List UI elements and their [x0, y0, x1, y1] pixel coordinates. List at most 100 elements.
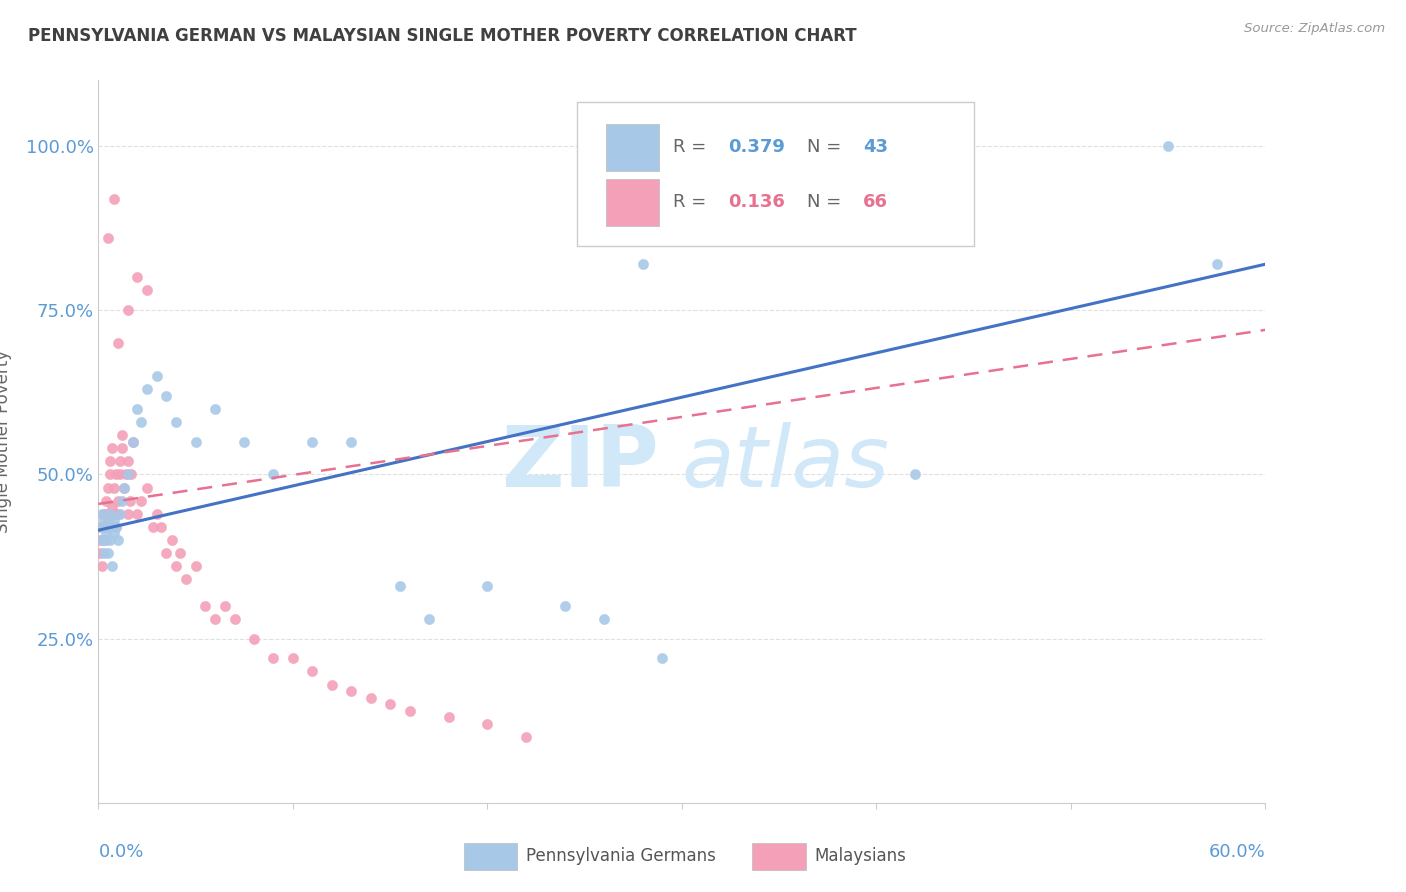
Text: Malaysians: Malaysians — [814, 847, 905, 865]
Point — [155, 546, 177, 560]
Point — [262, 651, 284, 665]
Point — [651, 651, 673, 665]
Point — [103, 192, 125, 206]
Point — [89, 546, 111, 560]
FancyBboxPatch shape — [606, 179, 658, 227]
FancyBboxPatch shape — [576, 102, 973, 246]
Point — [477, 579, 499, 593]
Point — [101, 500, 124, 515]
Point — [108, 507, 131, 521]
Point — [97, 546, 120, 560]
Point — [107, 533, 129, 547]
Point — [112, 481, 135, 495]
Point — [93, 513, 115, 527]
Point — [593, 612, 616, 626]
Point — [340, 434, 363, 449]
Point — [204, 401, 226, 416]
Point — [93, 533, 115, 547]
Point — [146, 507, 169, 521]
Point — [321, 677, 343, 691]
Point — [437, 710, 460, 724]
Point — [111, 493, 134, 508]
Point — [93, 546, 115, 560]
Point — [98, 454, 121, 468]
Point — [103, 526, 125, 541]
Point — [127, 507, 149, 521]
Point — [103, 507, 125, 521]
Point — [262, 467, 284, 482]
Point — [98, 467, 121, 482]
Point — [108, 467, 131, 482]
Point — [1157, 139, 1180, 153]
Point — [204, 612, 226, 626]
Point — [91, 533, 114, 547]
Point — [169, 546, 191, 560]
Point — [155, 388, 177, 402]
Text: Source: ZipAtlas.com: Source: ZipAtlas.com — [1244, 22, 1385, 36]
Point — [136, 481, 159, 495]
Point — [111, 428, 134, 442]
Point — [89, 533, 111, 547]
Point — [165, 559, 187, 574]
Point — [418, 612, 440, 626]
Point — [93, 520, 115, 534]
Point — [515, 730, 537, 744]
Text: ZIP: ZIP — [501, 422, 658, 505]
Point — [112, 481, 135, 495]
Point — [101, 559, 124, 574]
Point — [380, 698, 402, 712]
Point — [340, 684, 363, 698]
Point — [108, 454, 131, 468]
Point — [91, 507, 114, 521]
Text: N =: N = — [807, 193, 846, 211]
Point — [165, 415, 187, 429]
Point — [281, 651, 304, 665]
Point — [631, 257, 654, 271]
Point — [136, 382, 159, 396]
Text: 0.379: 0.379 — [728, 137, 786, 156]
FancyBboxPatch shape — [606, 124, 658, 170]
Point — [301, 434, 323, 449]
Text: PENNSYLVANIA GERMAN VS MALAYSIAN SINGLE MOTHER POVERTY CORRELATION CHART: PENNSYLVANIA GERMAN VS MALAYSIAN SINGLE … — [28, 27, 856, 45]
Point — [89, 520, 111, 534]
Text: atlas: atlas — [682, 422, 890, 505]
Text: R =: R = — [672, 193, 711, 211]
Point — [96, 493, 118, 508]
Point — [114, 467, 136, 482]
Point — [96, 526, 118, 541]
Point — [97, 513, 120, 527]
Point — [103, 513, 125, 527]
Point — [103, 481, 125, 495]
Point — [97, 481, 120, 495]
Point — [117, 507, 139, 521]
Point — [149, 520, 172, 534]
Point — [129, 493, 152, 508]
Point — [243, 632, 266, 646]
Point — [96, 507, 118, 521]
Point — [104, 467, 127, 482]
Text: Pennsylvania Germans: Pennsylvania Germans — [526, 847, 716, 865]
Point — [162, 533, 184, 547]
Point — [904, 467, 927, 482]
Point — [360, 690, 382, 705]
Point — [127, 270, 149, 285]
Text: 0.0%: 0.0% — [98, 843, 143, 861]
Point — [104, 520, 127, 534]
Point — [98, 507, 121, 521]
Point — [554, 599, 576, 613]
Point — [233, 434, 256, 449]
Point — [117, 467, 139, 482]
Point — [117, 303, 139, 318]
Text: R =: R = — [672, 137, 711, 156]
Point — [111, 441, 134, 455]
Text: 43: 43 — [863, 137, 887, 156]
Point — [93, 507, 115, 521]
Point — [107, 336, 129, 351]
Point — [398, 704, 420, 718]
Text: 0.136: 0.136 — [728, 193, 786, 211]
Point — [118, 493, 141, 508]
Point — [477, 717, 499, 731]
Point — [184, 559, 207, 574]
Point — [136, 284, 159, 298]
Point — [122, 434, 145, 449]
